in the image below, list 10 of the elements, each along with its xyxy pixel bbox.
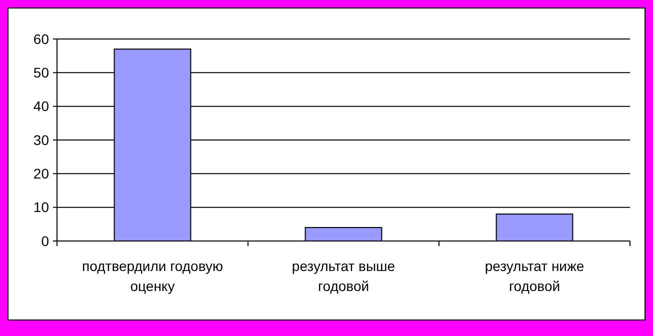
- x-tick-label: подтвердили годовую оценку: [82, 258, 223, 294]
- y-tick-label: 30: [33, 132, 50, 148]
- y-tick-label: 20: [33, 166, 50, 182]
- y-tick-label: 0: [41, 232, 50, 249]
- y-tick-label: 60: [33, 30, 50, 47]
- y-tick-label: 40: [33, 98, 50, 114]
- x-tick-label: результат ниже годовой: [484, 258, 584, 294]
- y-tick-label: 10: [33, 199, 50, 216]
- y-tick-label: 50: [33, 64, 50, 81]
- x-tick-label: результат выше годовой: [292, 258, 396, 294]
